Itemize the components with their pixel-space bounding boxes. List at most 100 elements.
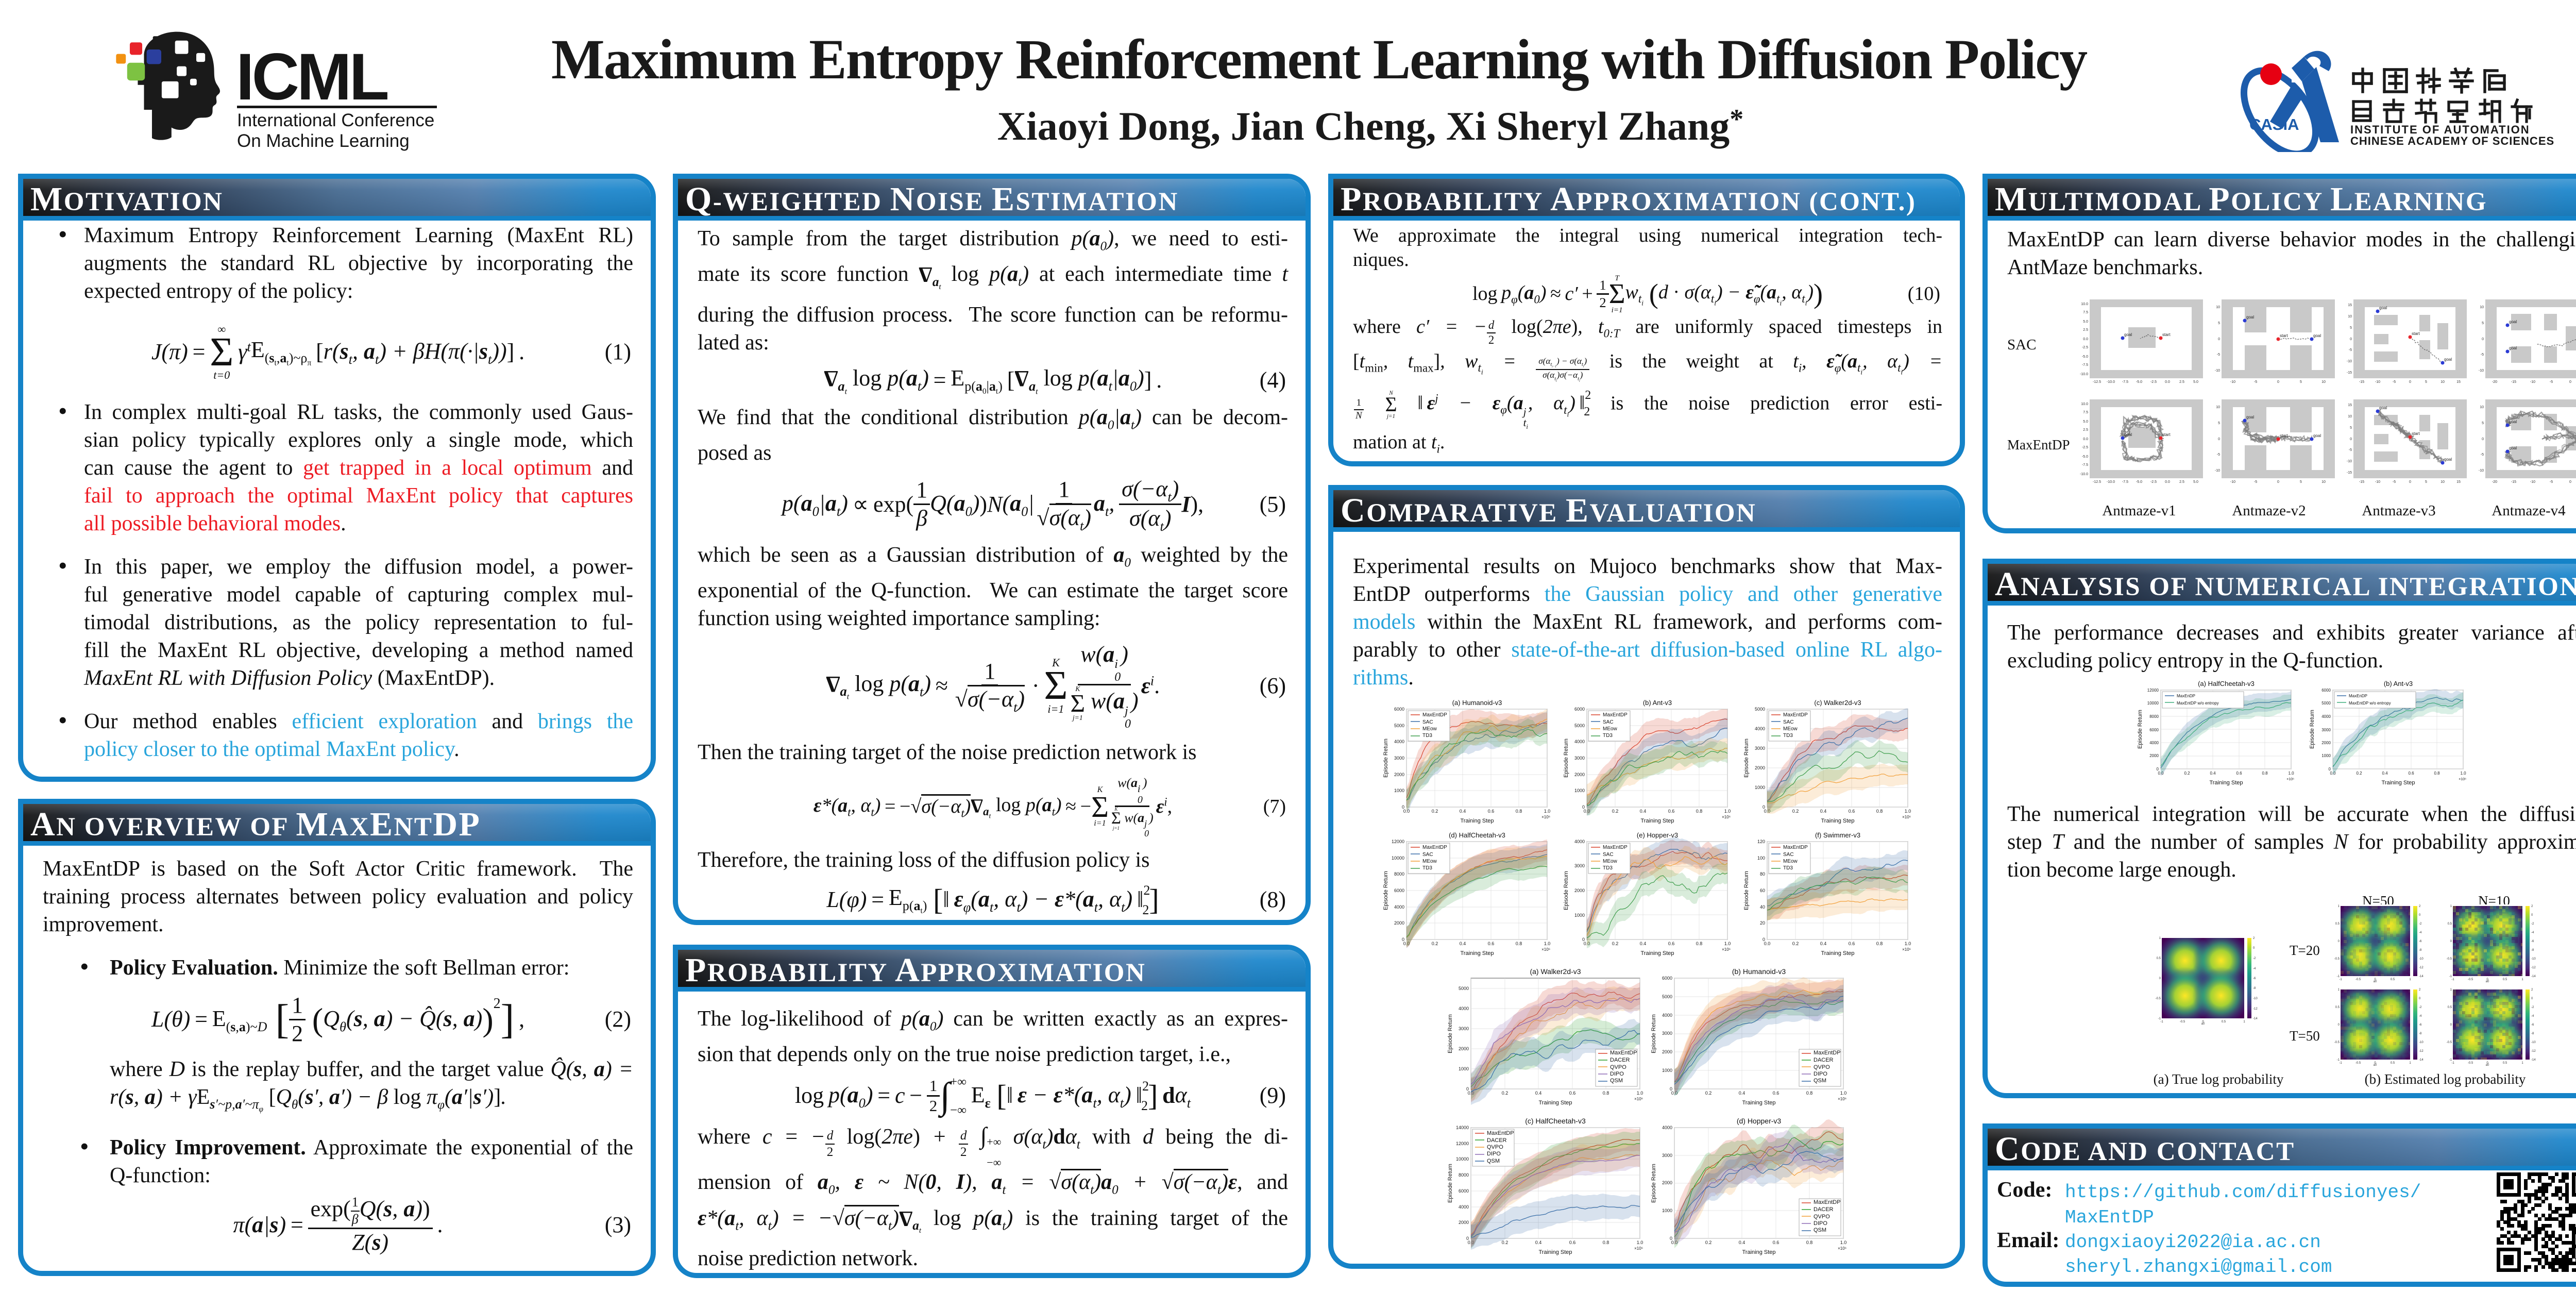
svg-text:2.5: 2.5: [2179, 380, 2184, 384]
svg-text:-2: -2: [2419, 1006, 2422, 1009]
svg-text:goal: goal: [2509, 346, 2517, 350]
svg-text:15: 15: [2456, 380, 2461, 384]
svg-text:Episode Return: Episode Return: [1563, 871, 1569, 910]
svg-text:0.8: 0.8: [1603, 1240, 1609, 1245]
svg-text:0.6: 0.6: [1668, 941, 1675, 946]
svg-text:Episode Return: Episode Return: [1743, 871, 1750, 910]
svg-text:-5: -5: [2393, 380, 2396, 384]
svg-text:QSM: QSM: [1487, 1158, 1500, 1164]
svg-text:0.6: 0.6: [1773, 1090, 1780, 1096]
svg-text:10000: 10000: [1456, 1156, 1469, 1162]
svg-text:-0.5: -0.5: [2156, 997, 2161, 1000]
svg-text:0.5: 0.5: [2503, 978, 2507, 981]
svg-text:3000: 3000: [1662, 1031, 1672, 1036]
svg-text:-0.5: -0.5: [2355, 1062, 2361, 1065]
svg-text:-15: -15: [2359, 380, 2364, 384]
svg-text:0.4: 0.4: [1739, 1090, 1745, 1096]
svg-text:0: 0: [2531, 914, 2533, 917]
svg-text:QVPO: QVPO: [1610, 1064, 1626, 1070]
svg-text:0.5: 0.5: [2503, 1062, 2507, 1065]
svg-text:1: 1: [2450, 988, 2452, 992]
svg-text:-5: -5: [2481, 353, 2484, 357]
svg-text:a0: a0: [2486, 980, 2489, 983]
svg-text:8000: 8000: [2149, 714, 2159, 719]
svg-text:SAC: SAC: [1603, 719, 1614, 725]
svg-text:start: start: [2280, 333, 2288, 338]
svg-text:10.0: 10.0: [2081, 402, 2088, 406]
svg-text:5: 5: [2425, 380, 2427, 384]
svg-text:-12.5: -12.5: [2093, 380, 2101, 384]
svg-text:-1: -1: [2451, 978, 2454, 981]
svg-text:0: 0: [2486, 978, 2488, 981]
svg-text:×10⁶: ×10⁶: [1541, 815, 1550, 819]
svg-text:-2: -2: [2531, 922, 2534, 926]
svg-text:0.6: 0.6: [1488, 941, 1495, 946]
svg-text:-10: -10: [2215, 369, 2220, 373]
svg-text:0.4: 0.4: [1640, 809, 1647, 814]
svg-text:10: 10: [2216, 406, 2220, 409]
svg-text:0.8: 0.8: [1516, 809, 1522, 814]
svg-text:MaxEnDP: MaxEnDP: [2177, 694, 2195, 698]
svg-text:0.5: 0.5: [2391, 978, 2395, 981]
svg-text:1000: 1000: [1574, 788, 1585, 793]
svg-text:10000: 10000: [2147, 701, 2159, 706]
svg-text:6000: 6000: [1662, 976, 1672, 981]
svg-text:MaxEntDP: MaxEntDP: [1422, 845, 1447, 850]
svg-text:1000: 1000: [2321, 753, 2331, 758]
svg-text:0.6: 0.6: [1569, 1090, 1576, 1096]
svg-text:2000: 2000: [1394, 772, 1404, 777]
svg-text:6000: 6000: [1394, 888, 1404, 893]
svg-text:4000: 4000: [1662, 1125, 1672, 1130]
svg-text:1: 1: [2521, 978, 2523, 981]
svg-text:5000: 5000: [1662, 994, 1672, 999]
svg-text:-0.5: -0.5: [2447, 1041, 2452, 1044]
svg-text:2000: 2000: [1459, 1046, 1469, 1051]
svg-text:10: 10: [2480, 406, 2484, 409]
svg-text:MaxEntDP: MaxEntDP: [1783, 845, 1808, 850]
svg-text:2000: 2000: [2321, 741, 2331, 745]
svg-text:MaxEntDP w/o entropy: MaxEntDP w/o entropy: [2177, 701, 2219, 706]
svg-text:DIPO: DIPO: [1610, 1071, 1624, 1077]
svg-text:0.4: 0.4: [1460, 941, 1466, 946]
svg-text:10000: 10000: [1392, 855, 1404, 861]
svg-text:7.5: 7.5: [2083, 411, 2088, 414]
svg-text:×10⁶: ×10⁶: [1634, 1097, 1643, 1101]
svg-text:-0.5: -0.5: [2334, 958, 2340, 961]
svg-text:-12: -12: [2419, 1050, 2424, 1053]
svg-text:×10⁶: ×10⁶: [1838, 1097, 1846, 1101]
svg-text:0: 0: [1670, 1236, 1672, 1241]
svg-text:-14: -14: [2531, 975, 2536, 978]
svg-text:3000: 3000: [2321, 728, 2331, 732]
svg-text:1.0: 1.0: [1637, 1240, 1643, 1245]
svg-text:0.6: 0.6: [1773, 1240, 1780, 1245]
svg-text:0.2: 0.2: [2356, 771, 2362, 776]
svg-text:-10: -10: [2375, 480, 2380, 484]
svg-text:2.5: 2.5: [2179, 480, 2184, 484]
svg-text:5000: 5000: [1459, 986, 1469, 991]
svg-text:0.0: 0.0: [1584, 941, 1590, 946]
svg-text:-14: -14: [2253, 1017, 2258, 1020]
svg-text:(a) HalfCheetah-v3: (a) HalfCheetah-v3: [2198, 680, 2255, 687]
svg-text:SAC: SAC: [1422, 719, 1433, 725]
svg-text:Training Step: Training Step: [1821, 950, 1854, 957]
svg-text:2.5: 2.5: [2083, 428, 2088, 432]
svg-text:(b) Ant-v3: (b) Ant-v3: [1643, 699, 1672, 707]
svg-text:0: 0: [1402, 937, 1404, 942]
svg-text:-2: -2: [2253, 957, 2256, 960]
svg-text:4000: 4000: [1574, 739, 1585, 744]
svg-text:10: 10: [2216, 306, 2220, 309]
svg-text:-8: -8: [2253, 987, 2256, 990]
svg-text:-2: -2: [2531, 1006, 2534, 1009]
svg-text:0.4: 0.4: [2210, 771, 2216, 776]
svg-text:100: 100: [1757, 855, 1765, 861]
svg-text:-15: -15: [2511, 380, 2516, 384]
svg-text:Episode Return: Episode Return: [1383, 739, 1389, 778]
svg-text:6000: 6000: [2149, 728, 2159, 732]
svg-text:CHINESE ACADEMY OF SCIENCES: CHINESE ACADEMY OF SCIENCES: [2350, 135, 2554, 147]
svg-text:0: 0: [1762, 804, 1765, 810]
svg-text:SAC: SAC: [1783, 852, 1794, 858]
svg-text:QVPO: QVPO: [1814, 1214, 1830, 1220]
svg-text:0: 0: [2328, 767, 2331, 771]
svg-text:-5: -5: [2349, 448, 2352, 452]
svg-text:-0.5: -0.5: [2468, 1062, 2473, 1065]
